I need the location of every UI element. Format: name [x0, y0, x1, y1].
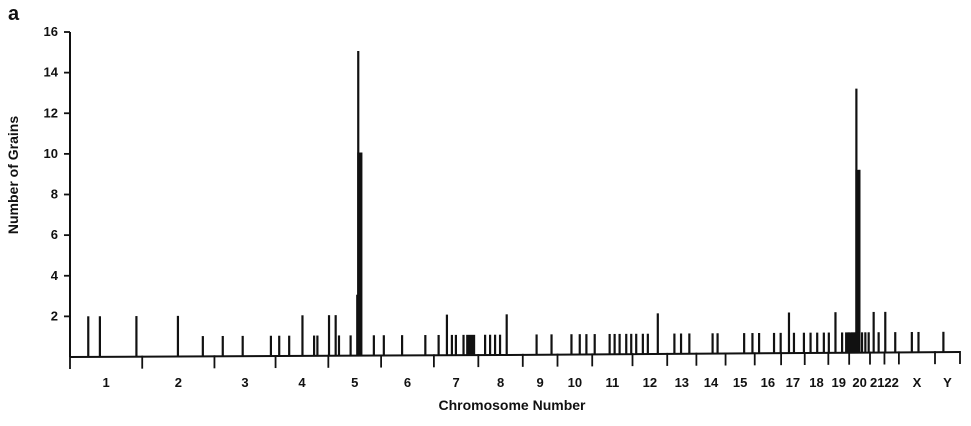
y-tick-label: 2 — [51, 308, 58, 323]
x-tick-label: 6 — [404, 375, 411, 390]
y-tick-label: 16 — [44, 24, 58, 39]
x-tick-label: 11 — [605, 375, 619, 390]
y-axis-title: Number of Grains — [5, 116, 21, 234]
x-tick-label: 18 — [809, 375, 823, 390]
x-tick-label: Y — [943, 375, 952, 390]
x-tick-label: 19 — [832, 375, 846, 390]
x-tick-label: 9 — [537, 375, 544, 390]
bars — [87, 50, 945, 357]
x-tick-label: 21 — [870, 375, 884, 390]
x-tick-label: 20 — [852, 375, 866, 390]
x-tick-label: 22 — [884, 375, 898, 390]
peak-bar — [357, 152, 363, 356]
peak-bar — [855, 169, 861, 353]
x-tick-label: 16 — [761, 375, 775, 390]
x-tick-label: X — [913, 375, 922, 390]
x-tick-label: 17 — [786, 375, 800, 390]
x-tick-label: 2 — [175, 375, 182, 390]
x-tick-label: 10 — [568, 375, 582, 390]
x-tick-label: 14 — [704, 375, 719, 390]
x-axis-line — [69, 351, 961, 358]
y-tick-label: 14 — [44, 65, 59, 80]
x-tick-label: 13 — [675, 375, 689, 390]
y-tick-label: 10 — [44, 146, 58, 161]
x-tick-label: 8 — [497, 375, 504, 390]
x-tick-label: 7 — [452, 375, 459, 390]
x-tick-labels: 1 2 3 4 5 6 7 8 9 10 11 12 13 14 15 16 17 18 19 20 21 22 X Y — [102, 375, 952, 390]
panel-letter: a — [8, 3, 20, 25]
x-tick-label: 3 — [241, 375, 248, 390]
x-tick-label: 5 — [351, 375, 358, 390]
x-axis — [69, 351, 961, 358]
y-tick-label: 6 — [51, 227, 58, 242]
x-tick-label: 4 — [298, 375, 306, 390]
x-tick-label: 1 — [102, 375, 109, 390]
cluster-bar — [466, 334, 476, 356]
cluster-bar — [845, 332, 860, 353]
x-axis-title: Chromosome Number — [438, 397, 586, 413]
x-ticks — [69, 351, 961, 369]
y-tick-label: 12 — [44, 105, 58, 120]
y-ticks: 2 4 6 8 10 12 14 16 — [44, 24, 70, 323]
y-tick-label: 4 — [51, 268, 59, 283]
x-tick-label: 12 — [643, 375, 657, 390]
y-tick-label: 8 — [51, 187, 58, 202]
x-tick-label: 15 — [733, 375, 747, 390]
